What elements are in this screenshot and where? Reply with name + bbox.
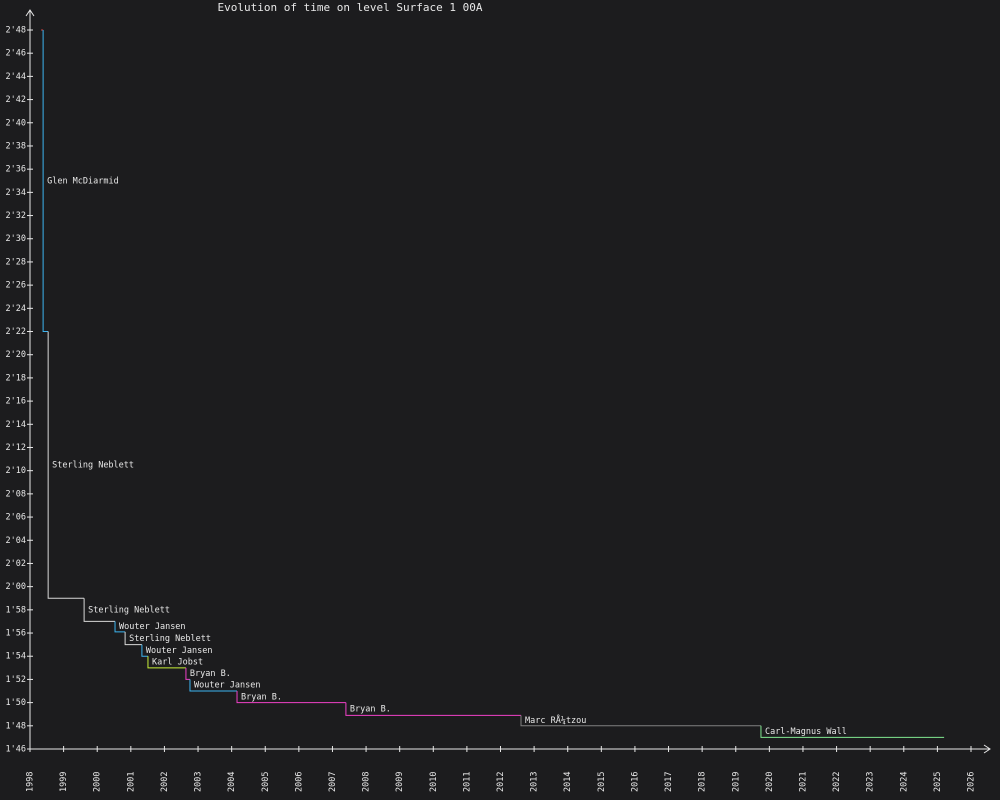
x-tick-label: 2025 bbox=[933, 772, 943, 792]
x-tick-label: 2002 bbox=[160, 772, 170, 792]
x-tick-label: 2011 bbox=[462, 772, 472, 792]
y-tick-label: 2'06 bbox=[6, 513, 26, 523]
record-label: Sterling Neblett bbox=[88, 605, 170, 615]
x-tick-label: 1999 bbox=[59, 772, 69, 792]
y-tick-label: 1'46 bbox=[6, 745, 26, 755]
record-step bbox=[760, 725, 945, 738]
x-tick-label: 2015 bbox=[597, 772, 607, 792]
record-step bbox=[47, 331, 85, 599]
x-tick-label: 2014 bbox=[563, 772, 573, 792]
record-label: Bryan B. bbox=[350, 704, 391, 714]
y-tick-label: 2'20 bbox=[6, 350, 26, 360]
record-label: Sterling Neblett bbox=[52, 460, 134, 470]
y-tick-label: 1'54 bbox=[6, 652, 26, 662]
x-tick-label: 2022 bbox=[832, 772, 842, 792]
y-tick-label: 1'52 bbox=[6, 675, 26, 685]
y-tick-label: 2'10 bbox=[6, 466, 26, 476]
record-step bbox=[114, 621, 126, 633]
record-label: Wouter Jansen bbox=[119, 622, 186, 632]
x-tick-label: 2008 bbox=[362, 772, 372, 792]
x-tick-label: 2019 bbox=[731, 772, 741, 792]
x-tick-label: 2023 bbox=[866, 772, 876, 792]
y-tick-label: 2'14 bbox=[6, 420, 26, 430]
y-tick-label: 2'46 bbox=[6, 49, 26, 59]
y-tick-label: 2'36 bbox=[6, 165, 26, 175]
record-label: Carl-Magnus Wall bbox=[765, 727, 847, 737]
record-step bbox=[141, 644, 148, 657]
x-tick-label: 2009 bbox=[395, 772, 405, 792]
y-tick-label: 2'26 bbox=[6, 281, 26, 291]
x-tick-label: 1998 bbox=[26, 772, 36, 792]
x-tick-label: 2012 bbox=[496, 772, 506, 792]
x-tick-label: 2017 bbox=[664, 772, 674, 792]
record-label: Glen McDiarmid bbox=[47, 176, 119, 186]
x-tick-label: 2001 bbox=[126, 772, 136, 792]
x-tick-label: 2018 bbox=[698, 772, 708, 792]
y-tick-label: 2'04 bbox=[6, 536, 26, 546]
x-tick-label: 2007 bbox=[328, 772, 338, 792]
y-tick-label: 1'50 bbox=[6, 698, 26, 708]
y-axis bbox=[25, 9, 35, 749]
y-tick-label: 2'30 bbox=[6, 234, 26, 244]
x-tick-label: 2016 bbox=[630, 772, 640, 792]
record-step bbox=[147, 656, 186, 669]
y-tick-label: 1'58 bbox=[6, 605, 26, 615]
y-tick-label: 2'24 bbox=[6, 304, 26, 314]
y-tick-label: 2'00 bbox=[6, 582, 26, 592]
y-tick-label: 2'38 bbox=[6, 141, 26, 151]
record-label: Wouter Jansen bbox=[194, 681, 261, 691]
x-tick-label: 2013 bbox=[530, 772, 540, 792]
y-tick-label: 2'16 bbox=[6, 397, 26, 407]
x-tick-label: 2024 bbox=[899, 772, 909, 792]
x-tick-label: 2021 bbox=[798, 772, 808, 792]
y-tick-label: 2'18 bbox=[6, 373, 26, 383]
record-label: Marc RÅ¼tzou bbox=[525, 714, 586, 726]
chart-title: Evolution of time on level Surface 1 00A bbox=[218, 1, 483, 14]
y-tick-label: 2'48 bbox=[6, 26, 26, 36]
record-step bbox=[124, 631, 142, 646]
y-tick-label: 2'44 bbox=[6, 72, 26, 82]
record-step bbox=[189, 679, 238, 692]
y-tick-label: 1'48 bbox=[6, 721, 26, 731]
record-label: Sterling Neblett bbox=[129, 634, 211, 644]
x-tick-label: 2006 bbox=[294, 772, 304, 792]
x-tick-label: 2026 bbox=[967, 772, 977, 792]
record-step bbox=[83, 598, 116, 622]
record-step bbox=[236, 691, 346, 704]
record-step bbox=[42, 30, 49, 333]
y-tick-label: 2'08 bbox=[6, 489, 26, 499]
x-tick-label: 2005 bbox=[261, 772, 271, 792]
record-step bbox=[185, 667, 190, 680]
x-axis bbox=[30, 744, 991, 754]
y-tick-label: 2'22 bbox=[6, 327, 26, 337]
y-tick-label: 2'12 bbox=[6, 443, 26, 453]
y-tick-label: 2'28 bbox=[6, 257, 26, 267]
y-tick-label: 1'56 bbox=[6, 629, 26, 639]
y-tick-label: 2'32 bbox=[6, 211, 26, 221]
x-tick-label: 2020 bbox=[765, 772, 775, 792]
x-tick-label: 2003 bbox=[194, 772, 204, 792]
record-step bbox=[345, 702, 521, 716]
y-tick-label: 2'34 bbox=[6, 188, 26, 198]
y-tick-label: 2'40 bbox=[6, 118, 26, 128]
record-label: Karl Jobst bbox=[152, 658, 203, 668]
record-step bbox=[520, 715, 761, 727]
record-label: Bryan B. bbox=[190, 669, 231, 679]
record-label: Wouter Jansen bbox=[146, 646, 213, 656]
x-tick-label: 2010 bbox=[429, 772, 439, 792]
record-label: Bryan B. bbox=[241, 692, 282, 702]
y-tick-label: 2'42 bbox=[6, 95, 26, 105]
x-tick-label: 2004 bbox=[227, 772, 237, 792]
y-tick-label: 2'02 bbox=[6, 559, 26, 569]
x-tick-label: 2000 bbox=[93, 772, 103, 792]
